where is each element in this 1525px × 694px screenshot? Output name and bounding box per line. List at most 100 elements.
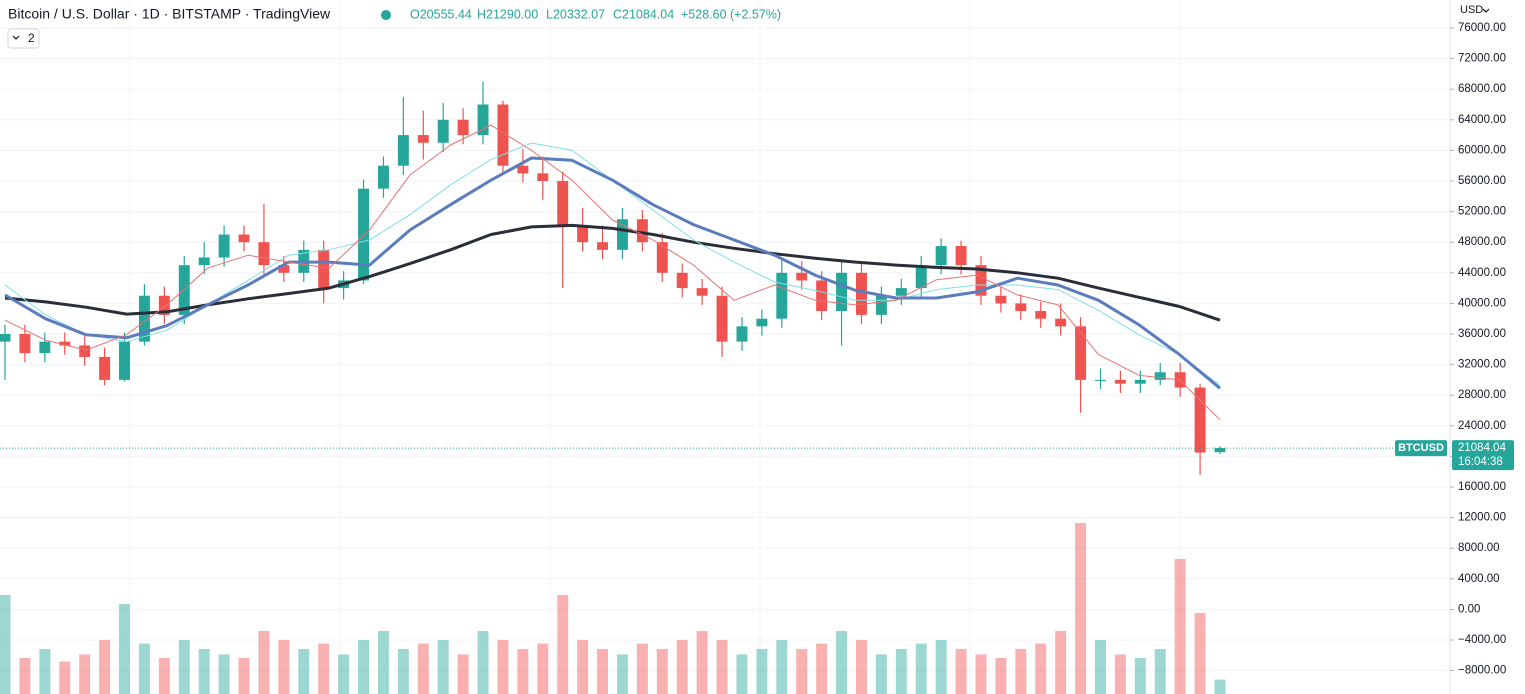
volume-bar	[1194, 613, 1206, 694]
y-tick-label: 48000.00	[1458, 236, 1506, 248]
candle-body	[1075, 326, 1087, 380]
volume-bar	[696, 631, 708, 694]
candle-body	[816, 280, 828, 312]
volume-bar	[517, 649, 529, 694]
candle-body	[358, 188, 370, 281]
volume-bar	[776, 640, 788, 694]
y-tick-label: 68000.00	[1458, 83, 1506, 95]
candle-body	[517, 165, 529, 174]
candle-body	[855, 272, 867, 315]
moving-average	[4, 156, 1221, 390]
candle-body	[119, 341, 130, 380]
volume-bar	[119, 604, 130, 694]
y-tick-label: 16000.00	[1458, 481, 1506, 493]
candle-body	[19, 333, 31, 354]
volume-bar	[218, 654, 230, 694]
volume-bar	[875, 654, 887, 694]
candle-body	[238, 234, 250, 243]
volume-bar	[995, 658, 1007, 694]
legend-low: L20332.07	[546, 7, 605, 21]
volume-bar	[836, 631, 848, 694]
volume-bar	[736, 654, 748, 694]
volume-bar	[597, 649, 609, 694]
volume-bar	[298, 649, 310, 694]
y-tick-label: 8000.00	[1458, 542, 1500, 554]
candle-body	[477, 104, 489, 136]
volume-bar	[616, 654, 628, 694]
candle-body	[1154, 372, 1166, 380]
volume-bar	[656, 649, 668, 694]
volume-bar	[238, 658, 250, 694]
candle-body	[437, 119, 449, 143]
volume-bar	[437, 640, 449, 694]
y-tick-label: 0.00	[1458, 603, 1480, 615]
y-tick-label: 32000.00	[1458, 359, 1506, 371]
candle-body	[0, 333, 11, 342]
volume-bar	[1134, 658, 1146, 694]
candle-body	[696, 288, 708, 296]
y-tick-label: 64000.00	[1458, 114, 1506, 126]
volume-bar	[1154, 649, 1166, 694]
volume-bar	[1214, 679, 1226, 694]
candle-body	[577, 226, 589, 243]
candle-body	[736, 326, 748, 342]
y-tick-label: 28000.00	[1458, 389, 1506, 401]
candle-body	[537, 173, 549, 181]
y-tick-label: −4000.00	[1458, 634, 1506, 646]
candle-body	[1035, 311, 1047, 319]
volume-bar	[79, 654, 91, 694]
chart-title: Bitcoin / U.S. Dollar · 1D · BITSTAMP · …	[8, 6, 331, 22]
indicator-toggle[interactable]	[7, 28, 40, 49]
volume-bar	[636, 643, 648, 694]
candle-body	[597, 242, 609, 250]
y-tick-label: 76000.00	[1458, 22, 1506, 34]
y-tick-label: 72000.00	[1458, 53, 1506, 65]
candle-body	[178, 265, 190, 315]
candle-body	[497, 104, 509, 166]
candle-body	[796, 272, 808, 281]
volume-bar	[258, 631, 270, 694]
symbol-label: BTCUSD	[1398, 442, 1444, 454]
candle-body	[716, 295, 728, 342]
volume-bar	[1015, 649, 1027, 694]
volume-bar	[457, 654, 469, 694]
volume-layer	[0, 523, 1226, 694]
candle-body	[756, 318, 768, 327]
candle-body	[158, 295, 170, 315]
volume-bar	[557, 595, 569, 694]
y-tick-label: −8000.00	[1458, 665, 1506, 677]
volume-bar	[477, 631, 489, 694]
y-tick-label: 40000.00	[1458, 297, 1506, 309]
candle-body	[397, 135, 409, 166]
volume-bar	[796, 649, 808, 694]
volume-bar	[278, 640, 290, 694]
volume-bar	[676, 640, 688, 694]
price-axis-bg	[1450, 0, 1525, 694]
axis-layer: 76000.00 72000.00 68000.00 64000.00 60000.00…	[1449, 0, 1525, 694]
candle-body	[258, 242, 270, 266]
moving-average	[4, 124, 1221, 421]
volume-bar	[39, 649, 51, 694]
volume-bar	[756, 649, 768, 694]
candle-body	[79, 345, 91, 357]
candle-body	[377, 165, 389, 189]
volume-bar	[497, 640, 509, 694]
candle-body	[198, 257, 210, 266]
y-tick-label: 44000.00	[1458, 267, 1506, 279]
toggle-chevron	[12, 35, 20, 40]
volume-bar	[716, 640, 728, 694]
volume-bar	[338, 654, 350, 694]
legend-high: H21290.00	[477, 7, 538, 21]
candle-body	[975, 265, 987, 296]
currency-button[interactable]: USD	[1460, 4, 1483, 16]
candle-body	[318, 249, 330, 289]
candle-body	[457, 119, 469, 136]
y-tick-label: 56000.00	[1458, 175, 1506, 187]
candle-body	[1055, 318, 1067, 327]
candle-body	[1095, 379, 1106, 381]
price-tag	[1452, 440, 1514, 471]
legend-change: +528.60 (+2.57%)	[681, 7, 781, 21]
candle-body	[1015, 303, 1027, 312]
